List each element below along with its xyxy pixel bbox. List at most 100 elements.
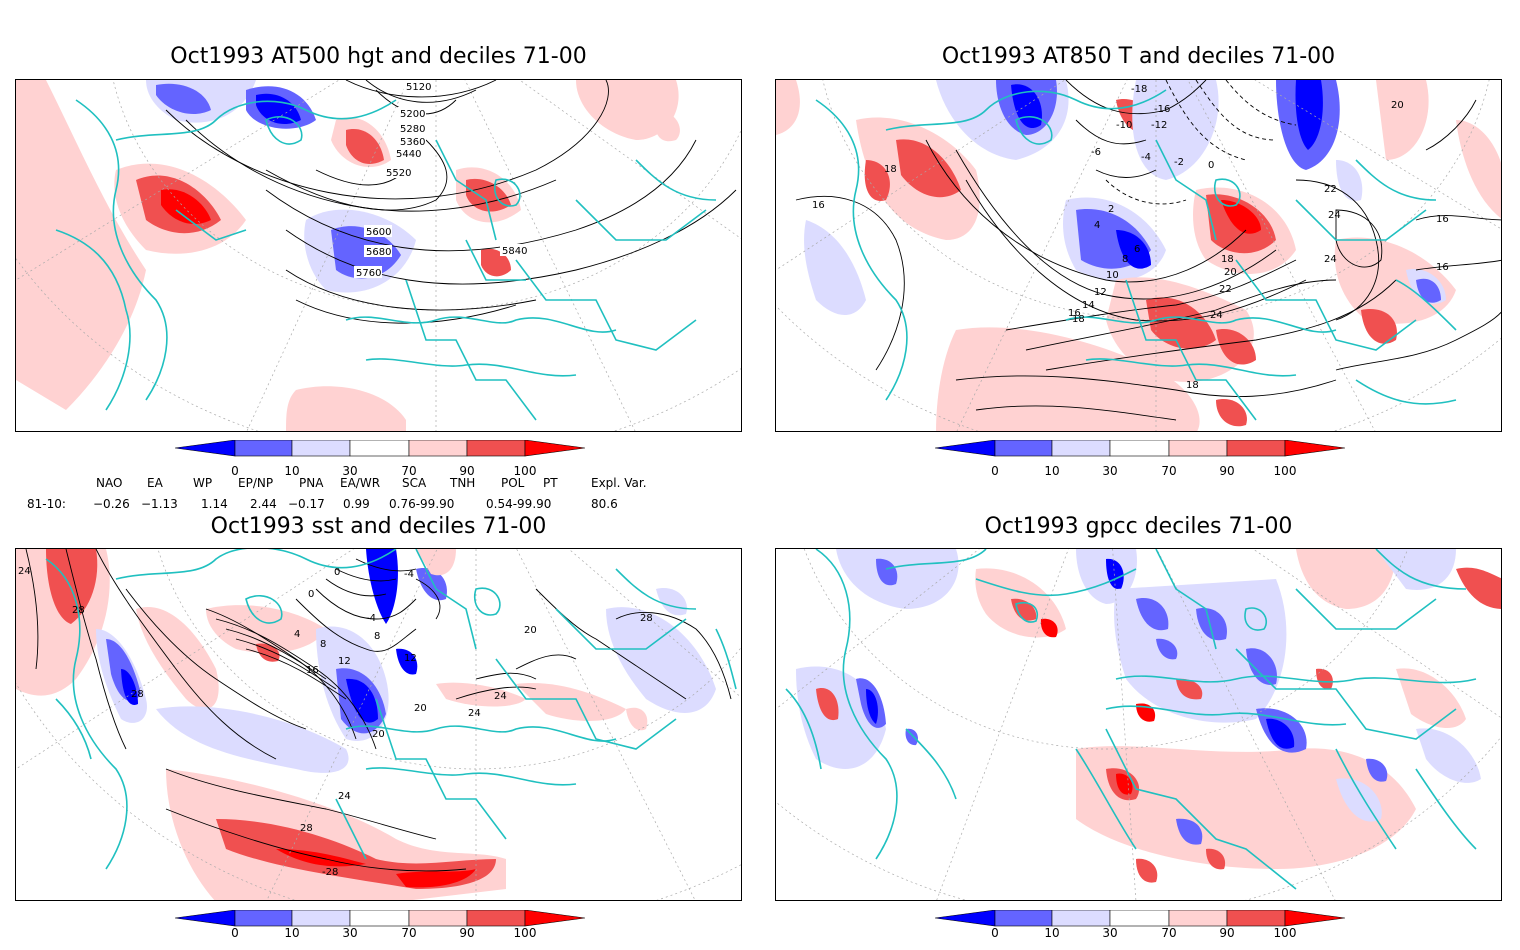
index-value: −0.17 <box>288 497 325 511</box>
map-t850: -18 -16 -12 -10 -6 -4 -2 0 2 4 6 8 10 12… <box>776 80 1501 431</box>
panel-title-hgt500: Oct1993 AT500 hgt and deciles 71-00 <box>170 44 587 69</box>
contour-label: -2 <box>1174 157 1184 168</box>
contour-label: 0 <box>1208 160 1214 171</box>
colorbar-tick: 100 <box>1273 926 1297 940</box>
index-header-wp: WP <box>193 476 213 490</box>
colorbar-gpcc: 0 10 30 70 90 100 <box>934 909 1346 950</box>
contour-label: -16 <box>1154 104 1170 115</box>
index-header-tnh: TNH <box>450 476 476 490</box>
colorbar-tick: 90 <box>1219 926 1235 940</box>
contour-label: 18 <box>1186 380 1199 391</box>
index-value: 0.76-99.90 <box>389 497 455 511</box>
colorbar-tick: 10 <box>284 926 300 940</box>
colorbar-tick: 70 <box>401 464 417 478</box>
contour-label: 16 <box>1436 214 1449 225</box>
map-panel-gpcc <box>775 548 1502 901</box>
index-header-ea: EA <box>147 476 163 490</box>
index-header-pt: PT <box>543 476 558 490</box>
contour-label: 28 <box>72 605 85 616</box>
colorbar-tick: 0 <box>991 464 999 478</box>
map-panel-hgt500: 5120 5200 5280 5360 5440 5520 5600 5680 … <box>15 79 742 432</box>
contour-label: 24 <box>1210 310 1223 321</box>
index-header-sca: SCA <box>402 476 427 490</box>
colorbar-t850: 0 10 30 70 90 100 <box>934 439 1346 480</box>
contour-label: 12 <box>1094 287 1107 298</box>
colorbar-svg <box>934 439 1346 457</box>
contour-labels-sst: 24 28 28 0 -4 0 4 8 12 12 16 20 20 24 24… <box>18 566 653 878</box>
contour-label: 20 <box>414 703 427 714</box>
contour-label: 20 <box>372 729 385 740</box>
colorbar-tick: 0 <box>231 464 239 478</box>
colorbar-tick: 70 <box>1161 926 1177 940</box>
contour-label: -6 <box>1091 147 1101 158</box>
contour-label: 14 <box>1082 300 1095 311</box>
colorbar-tick: 70 <box>1161 464 1177 478</box>
colorbar-tick: 90 <box>459 464 475 478</box>
panel-title-t850: Oct1993 AT850 T and deciles 71-00 <box>941 44 1336 69</box>
contour-label: 18 <box>1072 314 1085 325</box>
contour-label: 16 <box>1436 262 1449 273</box>
contour-labels-hgt500: 5120 5200 5280 5360 5440 5520 5600 5680 … <box>354 80 528 279</box>
contour-label: -4 <box>366 613 376 624</box>
index-value: 0.99 <box>343 497 370 511</box>
colorbar-tick: 100 <box>513 926 537 940</box>
contour-label: 16 <box>1068 308 1081 319</box>
contour-label: 24 <box>1324 254 1337 265</box>
contour-label: 5840 <box>502 246 527 257</box>
colorbar-svg <box>174 439 586 457</box>
contour-label: 8 <box>1122 254 1128 265</box>
colorbar-tick: 90 <box>1219 464 1235 478</box>
colorbar-tick: 30 <box>342 464 358 478</box>
colorbar-tick: 30 <box>342 926 358 940</box>
contour-label: 16 <box>812 200 825 211</box>
index-row-label: 81-10: <box>27 497 66 511</box>
index-header-explvar: Expl. Var. <box>591 476 647 490</box>
contour-label: 28 <box>131 689 144 700</box>
contour-label: 20 <box>1224 267 1237 278</box>
colorbar-tick: 10 <box>1044 926 1060 940</box>
contour-label: 24 <box>18 566 31 577</box>
contour-label: 0 <box>308 589 314 600</box>
contour-labels-t850: -18 -16 -12 -10 -6 -4 -2 0 2 4 6 8 10 12… <box>812 84 1449 391</box>
contour-label: 5360 <box>400 137 425 148</box>
contour-label: 6 <box>1134 244 1140 255</box>
colorbar-tick: 0 <box>231 926 239 940</box>
contour-label: 22 <box>1219 284 1232 295</box>
contour-label: 5600 <box>366 227 391 238</box>
colorbar-svg <box>934 909 1346 927</box>
contour-label: 5680 <box>366 247 391 258</box>
contour-label: 18 <box>1221 254 1234 265</box>
contour-label: 22 <box>1324 184 1337 195</box>
index-value: −0.26 <box>93 497 130 511</box>
contour-label: 4 <box>1094 220 1100 231</box>
contour-label: -12 <box>1151 120 1167 131</box>
contour-label: 24 <box>494 691 507 702</box>
contour-label: -4 <box>404 569 414 580</box>
colorbar-tick: 30 <box>1102 926 1118 940</box>
contour-label: 8 <box>374 631 380 642</box>
index-header-eawr: EA/WR <box>340 476 381 490</box>
index-header-nao: NAO <box>96 476 123 490</box>
contour-label: 20 <box>524 625 537 636</box>
contour-label: 2 <box>1108 204 1114 215</box>
contour-label: 4 <box>294 629 300 640</box>
map-panel-sst: 24 28 28 0 -4 0 4 8 12 12 16 20 20 24 24… <box>15 548 742 901</box>
index-value: 0.54-99.90 <box>486 497 552 511</box>
colorbar-hgt500: 0 10 30 70 90 100 <box>174 439 586 480</box>
contour-label: -10 <box>1116 120 1132 131</box>
map-hgt500: 5120 5200 5280 5360 5440 5520 5600 5680 … <box>16 80 741 431</box>
contour-label: 24 <box>338 791 351 802</box>
contour-label: 20 <box>1391 100 1404 111</box>
index-value: 2.44 <box>250 497 277 511</box>
contour-label: 28 <box>640 613 653 624</box>
colorbar-svg <box>174 909 586 927</box>
contour-label: 10 <box>1106 270 1119 281</box>
contour-label: 0 <box>334 567 340 578</box>
contour-label: 5200 <box>400 109 425 120</box>
contour-label: 18 <box>884 164 897 175</box>
contour-label: -4 <box>1141 152 1151 163</box>
contour-label: 5760 <box>356 268 381 279</box>
colorbar-tick: 10 <box>1044 464 1060 478</box>
contour-label: 12 <box>338 656 351 667</box>
index-value: 1.14 <box>201 497 228 511</box>
